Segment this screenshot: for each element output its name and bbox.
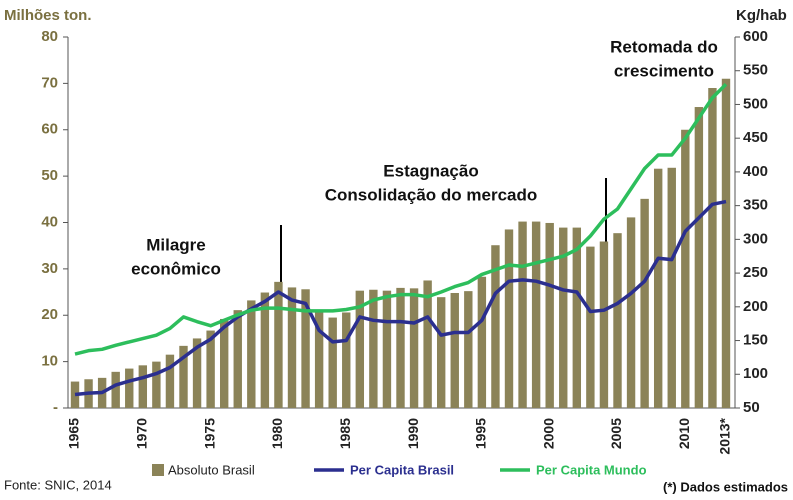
y2-tick-label: 150 xyxy=(743,332,768,349)
annotation: econômico xyxy=(131,259,221,278)
annotation: Estagnação xyxy=(383,161,478,180)
bar xyxy=(206,330,215,408)
bar xyxy=(694,107,704,409)
bar xyxy=(179,345,188,408)
legend-label: Absoluto Brasil xyxy=(168,462,255,477)
y-axis-label: Milhões ton. xyxy=(4,7,92,24)
x-tick-label: 2010 xyxy=(676,418,692,449)
bar xyxy=(708,88,717,408)
bar xyxy=(518,221,527,408)
y-tick-label: 50 xyxy=(41,167,58,184)
legend-item: Per Capita Mundo xyxy=(500,462,647,477)
y2-tick-label: 550 xyxy=(743,62,768,79)
bar xyxy=(409,288,419,408)
note: (*) Dados estimados xyxy=(663,479,788,494)
bar xyxy=(545,222,554,408)
bar xyxy=(233,310,242,408)
legend-label: Per Capita Brasil xyxy=(350,462,454,477)
y2-tick-label: 350 xyxy=(743,197,768,214)
bar xyxy=(572,227,582,408)
y-tick-label: 10 xyxy=(41,353,58,370)
annotation: crescimento xyxy=(614,61,714,80)
x-tick-label: 1975 xyxy=(201,418,217,449)
x-tick-label: 1985 xyxy=(337,418,353,449)
legend-swatch xyxy=(152,464,164,476)
x-tick-label: 2013* xyxy=(717,417,733,454)
x-tick-label: 1995 xyxy=(473,418,489,449)
y-tick-label: 20 xyxy=(41,306,58,323)
bar xyxy=(721,78,731,409)
y2-tick-label: 600 xyxy=(743,28,768,45)
y2-tick-label: 250 xyxy=(743,264,768,281)
x-tick-label: 2005 xyxy=(608,418,624,449)
y-tick-label: 80 xyxy=(41,28,58,45)
bar xyxy=(342,312,351,408)
y-tick-label: 60 xyxy=(41,121,58,138)
annotation: Milagre xyxy=(146,235,206,254)
bar xyxy=(152,361,161,408)
x-tick-label: 1980 xyxy=(269,418,285,449)
bar xyxy=(599,241,609,408)
legend-label: Per Capita Mundo xyxy=(536,462,647,477)
annotation: Consolidação do mercado xyxy=(325,185,538,204)
line xyxy=(74,82,728,356)
bar xyxy=(653,168,663,408)
bar xyxy=(667,167,676,408)
x-tick-label: 2000 xyxy=(540,418,556,449)
bar xyxy=(640,198,649,408)
bar xyxy=(314,311,324,408)
bar xyxy=(491,245,500,408)
bar xyxy=(219,318,229,408)
y-tick-label: 30 xyxy=(41,260,58,277)
bar xyxy=(165,354,175,408)
y2-tick-label: 500 xyxy=(743,95,768,112)
x-tick-label: 1990 xyxy=(405,418,421,449)
bar xyxy=(436,297,446,408)
bar xyxy=(586,246,595,408)
bar xyxy=(450,292,459,408)
annotation: Retomada do xyxy=(610,37,718,56)
source: Fonte: SNIC, 2014 xyxy=(4,477,112,492)
y2-axis-label: Kg/hab xyxy=(736,7,787,24)
bar xyxy=(423,280,432,408)
bar xyxy=(396,287,405,408)
x-tick-label: 1965 xyxy=(66,418,82,449)
y2-tick-label: 400 xyxy=(743,163,768,180)
bar xyxy=(559,227,568,408)
bar xyxy=(531,221,541,408)
bar xyxy=(138,365,148,408)
y2-tick-label: 450 xyxy=(743,129,768,146)
x-tick-label: 1970 xyxy=(134,418,150,449)
line xyxy=(74,199,727,397)
bar xyxy=(355,290,365,408)
y-tick-label: 70 xyxy=(41,74,58,91)
legend-item: Per Capita Brasil xyxy=(314,462,454,477)
bar xyxy=(260,292,270,408)
y-tick-label: - xyxy=(53,399,58,416)
bar xyxy=(328,317,337,408)
bar xyxy=(247,300,256,408)
bar xyxy=(464,291,473,408)
y2-tick-label: 100 xyxy=(743,365,768,382)
y2-tick-label: 50 xyxy=(743,399,760,416)
bar xyxy=(70,381,80,408)
bar xyxy=(111,371,120,408)
bar xyxy=(504,229,514,408)
bar xyxy=(274,281,283,408)
bar xyxy=(301,289,310,408)
bar xyxy=(613,233,622,408)
legend-item: Absoluto Brasil xyxy=(152,462,255,477)
bar xyxy=(369,289,378,408)
y-tick-label: 40 xyxy=(41,213,58,230)
bar xyxy=(626,217,636,408)
bar xyxy=(192,338,202,408)
y2-tick-label: 300 xyxy=(743,230,768,247)
bar xyxy=(125,368,134,408)
bar xyxy=(287,287,297,408)
bar xyxy=(477,276,487,408)
bar xyxy=(382,290,392,408)
y2-tick-label: 200 xyxy=(743,298,768,315)
bar xyxy=(681,129,690,408)
